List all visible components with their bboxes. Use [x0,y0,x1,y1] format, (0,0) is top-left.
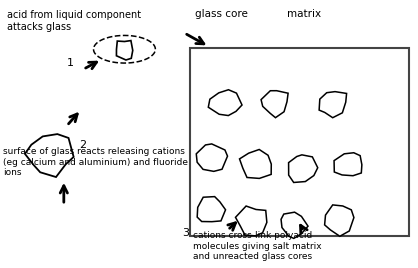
Text: glass core: glass core [194,9,247,19]
Text: cations cross-link polyacid
molecules giving salt matrix
and unreacted glass cor: cations cross-link polyacid molecules gi… [193,231,321,261]
Polygon shape [281,212,308,239]
Text: 2: 2 [79,140,86,150]
Polygon shape [197,197,226,222]
Polygon shape [25,134,74,177]
Polygon shape [288,155,318,183]
Polygon shape [261,91,288,118]
Text: 1: 1 [67,58,74,68]
Polygon shape [208,90,242,116]
Polygon shape [196,144,227,171]
Polygon shape [325,205,354,236]
Text: matrix: matrix [287,9,321,19]
Text: surface of glass reacts releasing cations
(eg calcium and aluminium) and fluorid: surface of glass reacts releasing cation… [3,147,188,177]
Text: acid from liquid component
attacks glass: acid from liquid component attacks glass [7,10,141,32]
Polygon shape [319,92,347,118]
Bar [191,48,409,236]
Text: 3: 3 [182,228,189,238]
Polygon shape [240,150,271,178]
Polygon shape [235,206,267,236]
Polygon shape [334,153,362,176]
Polygon shape [117,40,133,60]
